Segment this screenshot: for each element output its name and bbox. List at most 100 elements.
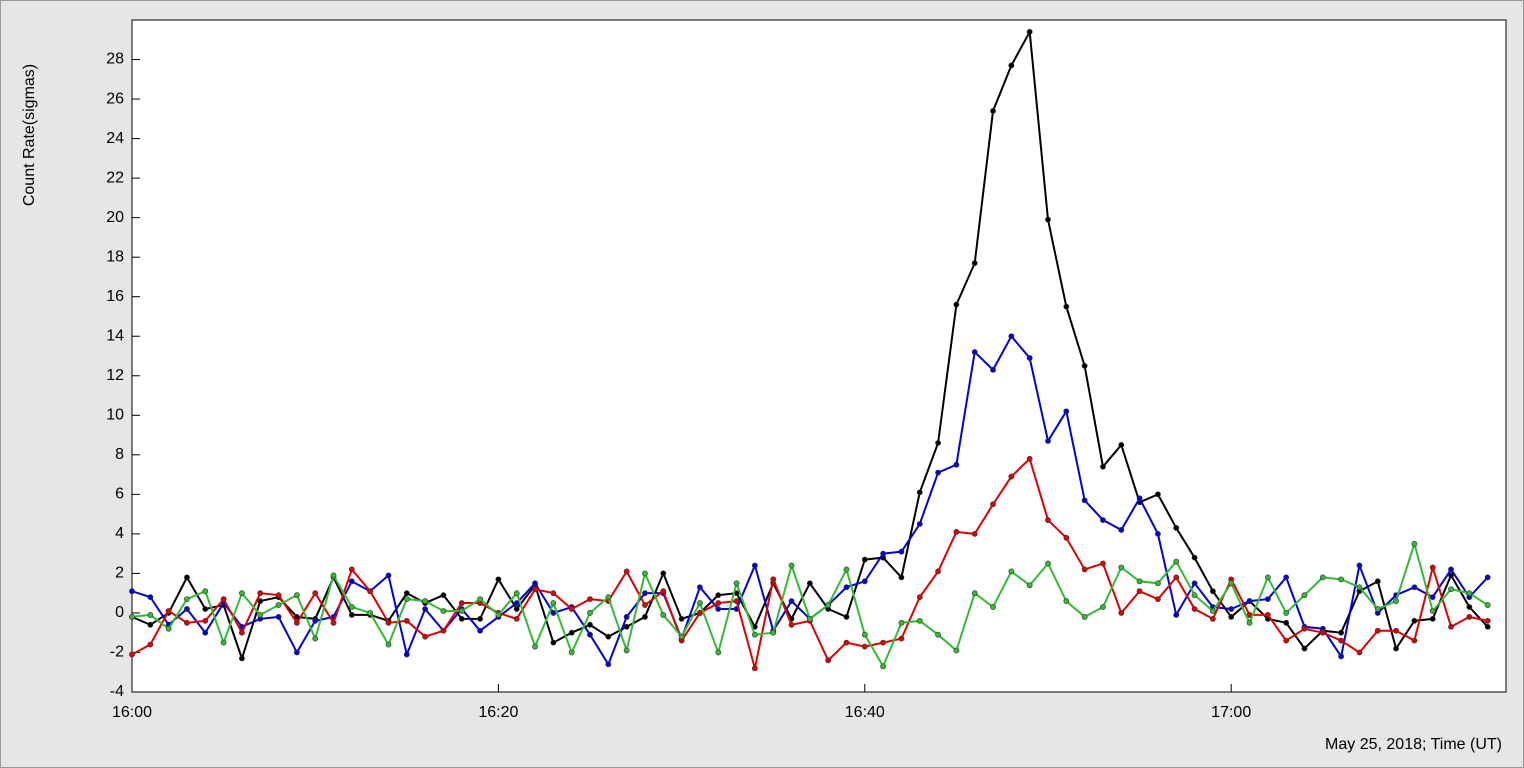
data-point (220, 596, 227, 603)
data-point (312, 617, 319, 624)
data-point (550, 600, 557, 606)
data-point (898, 619, 905, 626)
data-point (1008, 568, 1015, 575)
data-point (1429, 564, 1436, 571)
data-point (348, 566, 355, 573)
data-point (477, 615, 483, 622)
data-point (458, 608, 465, 614)
data-point (220, 639, 227, 646)
data-point (935, 469, 941, 476)
data-point (147, 594, 154, 601)
data-point (843, 566, 850, 573)
data-point (1008, 473, 1015, 480)
data-point (348, 612, 355, 618)
data-point (1155, 596, 1161, 603)
data-point (202, 588, 209, 595)
data-point (843, 639, 850, 646)
data-point (623, 613, 630, 620)
data-point (1484, 623, 1491, 630)
data-point (1045, 438, 1051, 444)
data-point (1393, 645, 1399, 652)
data-point (165, 625, 172, 632)
data-point (642, 613, 648, 620)
data-point (1356, 649, 1363, 656)
data-point (458, 615, 465, 622)
data-point (1429, 615, 1436, 622)
data-point (1191, 580, 1198, 587)
data-point (1448, 623, 1454, 630)
data-point (147, 612, 154, 618)
data-point (587, 596, 593, 603)
data-point (550, 590, 557, 597)
y-tick-label: 20 (106, 209, 124, 226)
data-point (1081, 497, 1088, 504)
data-point (165, 608, 172, 614)
data-point (1466, 590, 1473, 597)
data-point (275, 602, 282, 608)
data-point (1393, 598, 1399, 604)
data-point (1429, 608, 1436, 614)
data-point (806, 580, 813, 587)
data-point (1264, 596, 1271, 603)
data-point (916, 617, 923, 624)
data-point (568, 606, 575, 612)
data-point (1063, 408, 1070, 415)
y-tick-label: 28 (106, 51, 124, 68)
data-point (239, 590, 245, 597)
y-tick-label: 6 (115, 486, 124, 503)
data-point (898, 548, 905, 555)
data-point (513, 590, 520, 597)
data-point (642, 590, 648, 597)
data-point (1173, 558, 1180, 565)
data-point (1063, 303, 1070, 310)
data-point (1374, 627, 1381, 634)
data-point (1301, 645, 1308, 652)
data-point (1228, 613, 1235, 620)
data-point (1191, 606, 1198, 612)
data-point (788, 598, 795, 604)
data-point (1283, 610, 1290, 616)
data-point (898, 574, 905, 581)
data-point (788, 621, 795, 628)
y-tick-label: 12 (106, 367, 124, 384)
x-axis-label: May 25, 2018; Time (UT) (1325, 736, 1502, 753)
data-point (843, 584, 850, 591)
data-point (1448, 572, 1454, 579)
data-point (1191, 554, 1198, 561)
data-point (1374, 606, 1381, 612)
data-point (513, 615, 520, 622)
data-point (623, 568, 630, 575)
data-point (861, 643, 868, 650)
data-point (1118, 564, 1125, 571)
data-point (1136, 578, 1143, 585)
data-point (971, 349, 978, 355)
data-point (697, 600, 703, 606)
data-point (403, 596, 410, 603)
data-point (495, 576, 502, 583)
data-point (129, 588, 135, 595)
data-point (1063, 534, 1070, 541)
data-point (202, 606, 209, 612)
y-tick-label: 2 (115, 565, 124, 582)
data-point (367, 610, 374, 616)
data-point (1173, 525, 1180, 531)
data-point (990, 501, 996, 508)
data-point (1356, 562, 1363, 569)
data-point (532, 580, 538, 587)
data-point (330, 619, 337, 626)
data-point (550, 610, 557, 616)
data-point (532, 643, 538, 650)
data-point (1191, 592, 1198, 599)
data-point (1008, 62, 1015, 69)
data-point (275, 613, 282, 620)
data-point (1026, 582, 1033, 589)
data-point (403, 590, 410, 597)
data-point (1045, 560, 1051, 567)
data-point (239, 629, 245, 636)
data-point (587, 621, 593, 628)
data-point (990, 604, 996, 610)
y-tick-label: 18 (106, 248, 124, 265)
data-point (1411, 584, 1418, 591)
data-point (1301, 592, 1308, 599)
